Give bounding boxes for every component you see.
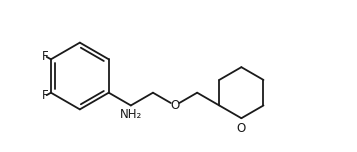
Text: F: F [42, 89, 49, 102]
Text: O: O [237, 122, 246, 135]
Text: F: F [42, 50, 49, 63]
Text: O: O [170, 99, 180, 112]
Text: NH₂: NH₂ [120, 108, 142, 121]
